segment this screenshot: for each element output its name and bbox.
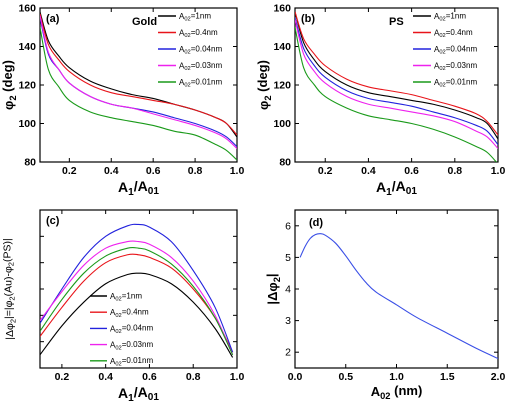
y-tick-label-3-2: 4 <box>285 284 291 296</box>
series-line-2-0 <box>40 272 234 358</box>
series-group-0 <box>40 11 237 161</box>
series-group-2 <box>40 223 234 358</box>
legend-label-2-4: A02=0.01nm <box>110 356 153 367</box>
y-tick-label-1-0: 80 <box>279 157 291 169</box>
series-line-1-3 <box>295 19 498 149</box>
x-tick-label-0-1: 0.4 <box>104 165 119 177</box>
series-line-3-0 <box>299 233 498 360</box>
y-axis-label-3: |Δφ2| <box>264 273 282 304</box>
x-axis-label-1: A1/A01 <box>376 178 417 198</box>
x-tick-label-1-3: 0.8 <box>448 165 463 177</box>
y-tick-label-3-0: 2 <box>285 347 291 359</box>
legend-label-2-3: A02=0.03nm <box>110 340 153 351</box>
x-tick-label-2-4: 1.0 <box>230 371 245 383</box>
y-tick-label-0-2: 120 <box>18 80 36 92</box>
x-tick-label-1-2: 0.6 <box>404 165 419 177</box>
legend-label-1-0: A02=1nm <box>434 11 466 22</box>
panel-title-1: PS <box>389 16 404 28</box>
x-tick-label-1-1: 0.4 <box>361 165 376 177</box>
x-tick-label-2-2: 0.6 <box>142 371 157 383</box>
panel-title-0: Gold <box>132 16 157 28</box>
legend-label-0-3: A02=0.03nm <box>179 61 222 72</box>
y-tick-label-3-1: 3 <box>285 315 291 327</box>
panel-1: 0.2 0.4 0.6 0.8 1.0 80 100 120 140 160 A1/A01 φ2 (d… <box>255 3 506 199</box>
series-line-1-0 <box>295 11 498 140</box>
x-tick-label-0-0: 0.2 <box>62 165 77 177</box>
series-line-2-4 <box>40 246 234 356</box>
series-line-0-3 <box>40 15 237 149</box>
x-tick-label-3-2: 1.0 <box>389 371 404 383</box>
panel-2: 0.2 0.4 0.6 0.8 1.0 A1/A01 |Δφ2|=|φ2(Au)-φ2(PS… <box>1 209 245 404</box>
series-line-1-1 <box>295 11 498 136</box>
legend-label-1-1: A02=0.4nm <box>434 28 473 39</box>
y-tick-label-1-2: 120 <box>273 80 291 92</box>
legend-label-0-0: A02=1nm <box>179 11 211 22</box>
panel-0: 0.2 0.4 0.6 0.8 1.0 80 100 120 140 160 A1/A01 φ2 (d… <box>0 3 244 199</box>
y-tick-label-3-3: 5 <box>285 252 291 264</box>
legend-label-1-2: A02=0.04nm <box>434 44 477 55</box>
panel-3: 0.0 0.5 1.0 1.5 2.0 2 3 4 5 6 A02 (nm) |Δφ2| (d) <box>264 209 506 401</box>
x-axis-label-0: A1/A01 <box>118 178 159 198</box>
x-tick-label-2-0: 0.2 <box>55 371 70 383</box>
legend-label-2-1: A02=0.4nm <box>110 308 149 319</box>
series-line-2-1 <box>40 253 234 353</box>
legend-label-0-4: A02=0.01nm <box>179 77 222 88</box>
series-group-1 <box>295 11 498 162</box>
panel-label-1: (b) <box>301 13 315 25</box>
legend-label-2-2: A02=0.04nm <box>110 324 153 335</box>
x-axis-label-3: A02 (nm) <box>371 383 423 401</box>
y-tick-label-0-1: 100 <box>18 118 36 130</box>
y-tick-label-0-4: 160 <box>18 3 36 15</box>
y-tick-label-0-3: 140 <box>18 41 36 53</box>
legend-label-0-2: A02=0.04nm <box>179 44 222 55</box>
y-axis-label-0: φ2 (deg) <box>0 60 18 110</box>
x-tick-label-2-3: 0.8 <box>186 371 201 383</box>
y-tick-label-1-1: 100 <box>273 118 291 130</box>
panel-label-2: (c) <box>46 215 60 227</box>
series-line-2-3 <box>40 240 234 356</box>
y-axis-label-1: φ2 (deg) <box>255 60 273 110</box>
x-tick-label-1-4: 1.0 <box>491 165 506 177</box>
series-line-1-4 <box>295 27 498 162</box>
legend-label-1-3: A02=0.03nm <box>434 61 477 72</box>
x-tick-label-1-0: 0.2 <box>318 165 333 177</box>
series-line-1-2 <box>295 17 498 146</box>
x-tick-label-0-2: 0.6 <box>146 165 161 177</box>
x-tick-label-3-4: 2.0 <box>491 371 506 383</box>
panel-label-0: (a) <box>46 13 60 25</box>
series-line-0-4 <box>40 27 237 161</box>
x-tick-label-3-0: 0.0 <box>288 371 303 383</box>
x-tick-label-3-1: 0.5 <box>338 371 353 383</box>
y-tick-label-1-3: 140 <box>273 41 291 53</box>
x-axis-label-2: A1/A01 <box>118 384 159 404</box>
series-group-3 <box>299 233 498 360</box>
x-tick-label-0-3: 0.8 <box>188 165 203 177</box>
x-tick-label-0-4: 1.0 <box>230 165 245 177</box>
series-line-0-1 <box>40 13 237 136</box>
panel-label-3: (d) <box>309 217 323 229</box>
y-tick-label-1-4: 160 <box>273 3 291 15</box>
series-line-2-2 <box>40 223 234 353</box>
legend-label-1-4: A02=0.01nm <box>434 77 477 88</box>
x-tick-label-2-1: 0.4 <box>98 371 113 383</box>
y-tick-label-0-0: 80 <box>24 157 36 169</box>
legend-label-2-0: A02=1nm <box>110 291 142 302</box>
y-axis-label-2: |Δφ2|=|φ2(Au)-φ2(PS)| <box>1 238 17 339</box>
x-tick-label-3-3: 1.5 <box>440 371 455 383</box>
legend-label-0-1: A02=0.4nm <box>179 28 218 39</box>
y-tick-label-3-4: 6 <box>285 220 291 232</box>
